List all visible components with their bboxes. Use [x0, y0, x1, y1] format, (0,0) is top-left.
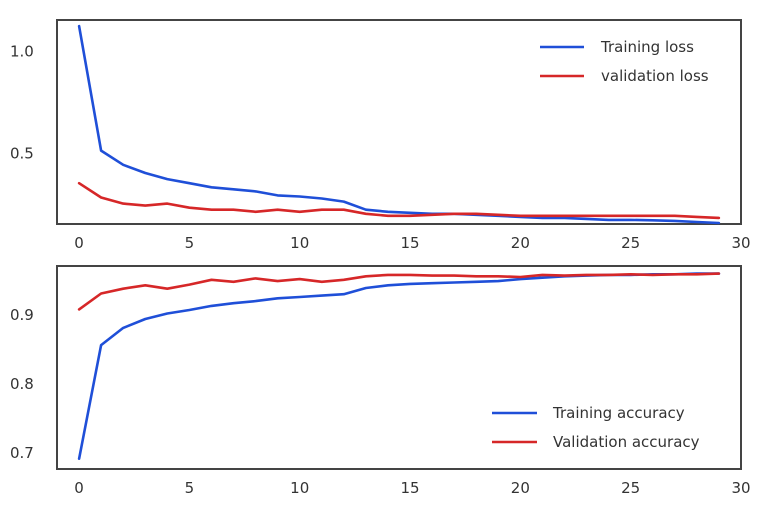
legend: Training loss validation loss — [540, 38, 709, 85]
x-tick-label: 20 — [511, 479, 530, 497]
plots-group: 0 5 10 15 20 25 30 0.5 1.0 Training loss validatio… — [10, 19, 751, 497]
x-tick-label: 30 — [731, 234, 750, 252]
legend-label: Training loss — [600, 38, 694, 56]
x-tick-label: 15 — [400, 234, 419, 252]
subplot-2: 0 5 10 15 20 25 30 0.7 0.8 0.9 Training accuracy Va… — [10, 265, 751, 497]
y-tick-label: 0.9 — [10, 306, 34, 324]
y-tick-label: 0.8 — [10, 375, 34, 393]
axes-frame — [56, 265, 742, 470]
x-tick-label: 0 — [74, 479, 84, 497]
legend-label: validation loss — [601, 67, 709, 85]
subplot-1: 0 5 10 15 20 25 30 0.5 1.0 Training loss validatio… — [10, 19, 751, 252]
x-tick-label: 5 — [185, 234, 195, 252]
x-tick-label: 25 — [621, 479, 640, 497]
x-tick-label: 15 — [400, 479, 419, 497]
axes-frame — [56, 19, 742, 225]
legend-label: Training accuracy — [552, 404, 685, 422]
y-tick-label: 0.5 — [10, 145, 34, 163]
x-tick-label: 25 — [621, 234, 640, 252]
series-line-2 — [77, 272, 721, 311]
x-tick-label: 10 — [290, 234, 309, 252]
series-line-2 — [77, 181, 721, 220]
y-tick-label: 1.0 — [10, 43, 34, 61]
y-tick-label: 0.7 — [10, 444, 34, 462]
x-tick-label: 30 — [731, 479, 750, 497]
legend: Training accuracy Validation accuracy — [492, 404, 700, 451]
x-tick-label: 0 — [74, 234, 84, 252]
x-tick-label: 10 — [290, 479, 309, 497]
series-line-1 — [77, 24, 721, 225]
x-tick-label: 20 — [511, 234, 530, 252]
x-tick-label: 5 — [185, 479, 195, 497]
legend-label: Validation accuracy — [553, 433, 700, 451]
